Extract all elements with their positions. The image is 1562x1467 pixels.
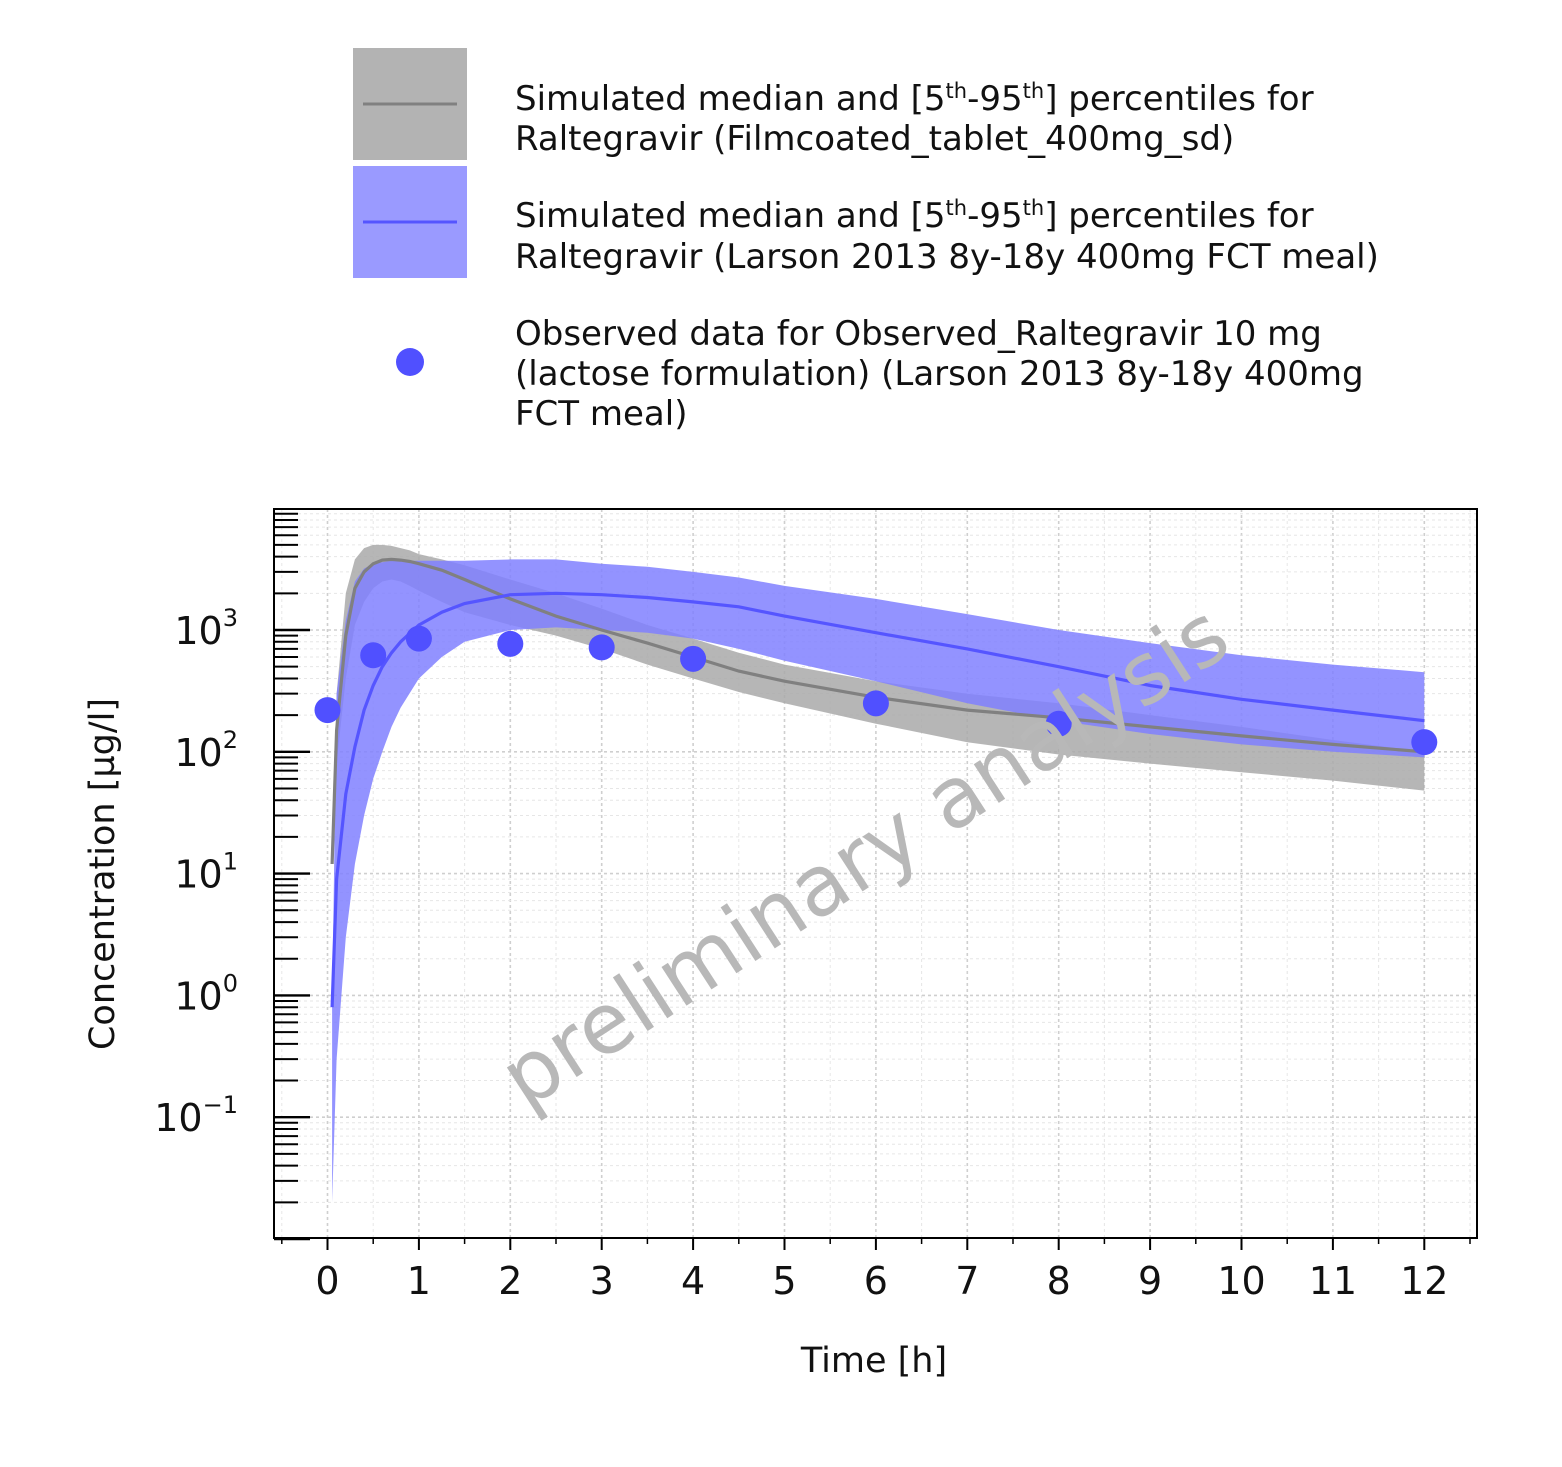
percentile-band-2 — [332, 559, 1425, 1203]
observed-point — [314, 697, 341, 724]
x-axis-label: Time [h] — [800, 1341, 947, 1381]
median-lines — [330, 557, 1425, 1008]
x-tick-label: 9 — [1138, 1259, 1162, 1303]
observed-point — [497, 630, 524, 657]
x-tick-label: 7 — [955, 1259, 979, 1303]
x-tick-label: 8 — [1047, 1259, 1071, 1303]
observed-points — [314, 625, 1438, 756]
observed-point — [405, 625, 432, 652]
y-axis-label: Concentration [µg/l] — [83, 698, 123, 1050]
x-tick-label: 10 — [1217, 1259, 1265, 1303]
x-tick-label: 12 — [1400, 1259, 1448, 1303]
plot-area: preliminary analysis 0 1 2 3 4 5 6 7 8 9 10 11 12 10… — [154, 508, 1478, 1303]
observed-point — [1045, 710, 1072, 737]
legend-entry-3-line-2: (lactose formulation) (Larson 2013 8y-18… — [515, 354, 1364, 394]
legend-entry-3-line-3: FCT meal) — [515, 394, 687, 434]
y-tick-label: 102 — [174, 726, 238, 775]
x-tick-label: 4 — [681, 1259, 705, 1303]
x-tick-label: 1 — [407, 1259, 431, 1303]
legend-entry-2-line-1: Simulated median and [5th-95th] percenti… — [515, 196, 1314, 236]
x-tick-label: 3 — [590, 1259, 614, 1303]
observed-point — [680, 645, 707, 672]
observed-point — [360, 642, 387, 669]
median-line-1 — [330, 557, 1425, 865]
observed-point — [862, 690, 889, 717]
y-tick-label: 103 — [174, 604, 238, 653]
x-tick-label: 2 — [498, 1259, 522, 1303]
x-tick-label: 0 — [315, 1259, 339, 1303]
x-tick-label: 6 — [864, 1259, 888, 1303]
legend-entry-1-line-1: Simulated median and [5th-95th] percenti… — [515, 79, 1314, 119]
y-axis: 10−1 100 101 102 103 — [154, 512, 310, 1241]
legend-entry-2-line-2: Raltegravir (Larson 2013 8y-18y 400mg FC… — [515, 237, 1379, 277]
legend-entry-1-line-2: Raltegravir (Filmcoated_tablet_400mg_sd) — [515, 119, 1234, 159]
y-tick-label: 101 — [174, 848, 238, 897]
x-tick-label: 5 — [772, 1259, 796, 1303]
observed-point — [588, 634, 615, 661]
y-tick-label: 100 — [174, 969, 238, 1018]
x-axis: 0 1 2 3 4 5 6 7 8 9 10 11 12 — [281, 1238, 1471, 1303]
y-tick-label: 10−1 — [154, 1091, 238, 1140]
legend-swatch-point — [396, 348, 424, 376]
legend-entry-3-line-1: Observed data for Observed_Raltegravir 1… — [515, 314, 1322, 354]
median-line-2 — [330, 591, 1425, 1008]
x-tick-label: 11 — [1309, 1259, 1357, 1303]
observed-point — [1411, 729, 1438, 756]
legend: Simulated median and [5th-95th] percenti… — [353, 48, 1379, 434]
